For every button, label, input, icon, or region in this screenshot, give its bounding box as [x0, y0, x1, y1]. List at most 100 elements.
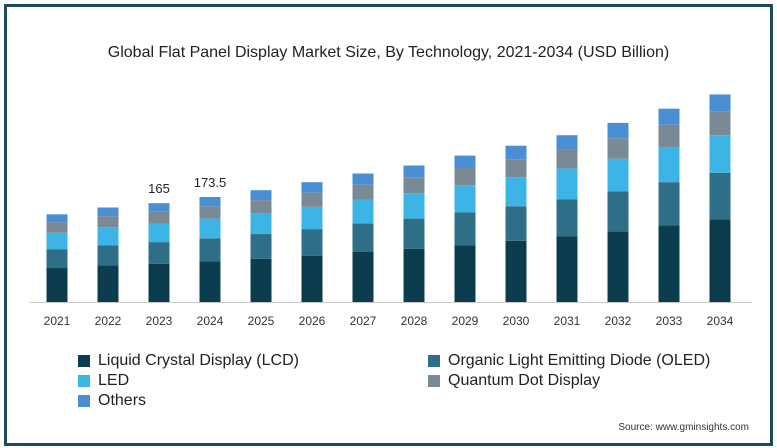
bar-segment-2027-s3: [352, 184, 374, 200]
bar-segment-2033-s0: [658, 225, 680, 302]
legend-item-1: Organic Light Emitting Diode (OLED): [428, 352, 710, 370]
bar-segment-2034-s4: [709, 94, 731, 112]
legend-swatch: [78, 395, 90, 407]
legend-label: Organic Light Emitting Diode (OLED): [448, 352, 711, 369]
bar-segment-2023-s3: [148, 211, 170, 224]
data-label-2024: 173.5: [194, 175, 227, 190]
bar-segment-2024-s0: [199, 261, 221, 302]
bar-segment-2021-s0: [46, 268, 68, 302]
bar-segment-2031-s0: [556, 236, 578, 302]
bar-segment-2023-s2: [148, 223, 170, 243]
bar-segment-2021-s3: [46, 222, 68, 233]
bar-segment-2023-s4: [148, 203, 170, 212]
bar-segment-2024-s3: [199, 206, 221, 219]
bar-segment-2027-s0: [352, 251, 374, 302]
bar-segment-2024-s4: [199, 197, 221, 207]
bar-segment-2026-s0: [301, 255, 323, 302]
bar-segment-2027-s2: [352, 199, 374, 224]
bar-segment-2033-s4: [658, 108, 680, 125]
bar-segment-2029-s3: [454, 167, 476, 186]
bar-segment-2021-s2: [46, 232, 68, 250]
bar-segment-2029-s4: [454, 155, 476, 168]
bar-segment-2033-s1: [658, 182, 680, 226]
bar-segment-2034-s0: [709, 219, 731, 302]
legend-item-4: Others: [78, 392, 146, 410]
x-tick-label-2029: 2029: [452, 314, 479, 328]
bar-segment-2025-s4: [250, 190, 272, 201]
bar-segment-2022-s1: [97, 245, 119, 266]
legend-item-3: Quantum Dot Display: [428, 372, 600, 390]
bar-segment-2024-s2: [199, 218, 221, 239]
x-tick-label-2034: 2034: [707, 314, 734, 328]
bar-segment-2021-s4: [46, 214, 68, 223]
bar-segment-2032-s2: [607, 158, 629, 192]
bar-segment-2027-s1: [352, 223, 374, 252]
bar-segment-2032-s3: [607, 138, 629, 159]
bar-segment-2030-s2: [505, 177, 527, 207]
bar-segment-2028-s3: [403, 177, 425, 194]
legend-label: Quantum Dot Display: [448, 372, 601, 389]
legend-swatch: [78, 375, 90, 387]
bar-segment-2025-s2: [250, 213, 272, 235]
bar-segment-2022-s2: [97, 227, 119, 246]
x-tick-label-2022: 2022: [95, 314, 122, 328]
x-tick-label-2021: 2021: [44, 314, 71, 328]
bar-segment-2034-s2: [709, 135, 731, 173]
bar-segment-2033-s2: [658, 146, 680, 183]
legend-item-2: LED: [78, 372, 129, 390]
bar-segment-2033-s3: [658, 124, 680, 147]
bar-segment-2030-s0: [505, 240, 527, 302]
x-tick-label-2025: 2025: [248, 314, 275, 328]
bar-segment-2030-s4: [505, 145, 527, 160]
legend-swatch: [428, 355, 440, 367]
bar-segment-2031-s1: [556, 199, 578, 237]
bar-segment-2032-s0: [607, 231, 629, 302]
x-tick-label-2024: 2024: [197, 314, 224, 328]
bar-segment-2026-s4: [301, 182, 323, 193]
bar-segment-2026-s2: [301, 206, 323, 230]
bar-segment-2023-s0: [148, 263, 170, 302]
bar-segment-2028-s0: [403, 248, 425, 302]
bar-segment-2022-s4: [97, 207, 119, 217]
bar-segment-2032-s4: [607, 122, 629, 139]
legend-swatch: [428, 375, 440, 387]
bar-segment-2034-s3: [709, 111, 731, 136]
bar-segment-2030-s1: [505, 206, 527, 241]
legend-label: LED: [98, 372, 130, 389]
data-label-2023: 165: [148, 181, 170, 196]
bar-segment-2029-s1: [454, 212, 476, 246]
bar-segment-2023-s1: [148, 242, 170, 264]
bar-segment-2026-s1: [301, 229, 323, 256]
legend-item-0: Liquid Crystal Display (LCD): [78, 352, 299, 370]
chart-title: Global Flat Panel Display Market Size, B…: [107, 44, 670, 61]
bar-segment-2031-s3: [556, 149, 578, 169]
x-tick-label-2023: 2023: [146, 314, 173, 328]
bar-segment-2024-s1: [199, 238, 221, 262]
x-tick-label-2032: 2032: [605, 314, 632, 328]
bar-segment-2028-s1: [403, 218, 425, 249]
chart-legend: Liquid Crystal Display (LCD) Organic Ligh…: [78, 352, 758, 422]
bar-segment-2022-s3: [97, 216, 119, 228]
bar-segment-2025-s0: [250, 258, 272, 302]
legend-label: Others: [98, 392, 147, 409]
bar-segment-2022-s0: [97, 265, 119, 302]
bar-segment-2034-s1: [709, 172, 731, 220]
chart-frame: [4, 4, 773, 446]
bar-segment-2030-s3: [505, 159, 527, 178]
bar-segment-2031-s4: [556, 135, 578, 150]
bar-segment-2025-s3: [250, 200, 272, 214]
bar-segment-2029-s2: [454, 185, 476, 213]
x-tick-label-2028: 2028: [401, 314, 428, 328]
x-tick-label-2026: 2026: [299, 314, 326, 328]
bar-segment-2031-s2: [556, 168, 578, 200]
x-tick-label-2030: 2030: [503, 314, 530, 328]
x-tick-label-2031: 2031: [554, 314, 581, 328]
bar-segment-2028-s4: [403, 165, 425, 178]
legend-label: Liquid Crystal Display (LCD): [98, 352, 299, 369]
x-tick-label-2027: 2027: [350, 314, 377, 328]
source-note: Source: www.gminsights.com: [618, 422, 749, 433]
bar-segment-2032-s1: [607, 191, 629, 232]
bar-segment-2027-s4: [352, 173, 374, 185]
x-tick-label-2033: 2033: [656, 314, 683, 328]
